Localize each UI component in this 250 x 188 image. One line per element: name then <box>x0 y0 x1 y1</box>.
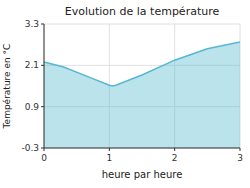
grid-line-x <box>44 24 45 148</box>
y-axis-line <box>44 24 45 148</box>
plot-area <box>44 42 240 148</box>
grid-line-y <box>44 148 240 149</box>
y-tick <box>41 106 44 107</box>
y-tick <box>41 65 44 66</box>
y-tick-label: -0.3 <box>21 143 39 153</box>
y-tick-label: 0.9 <box>25 102 40 112</box>
y-axis-label: Température en °C <box>2 44 12 130</box>
x-axis-label: heure par heure <box>102 169 183 180</box>
x-tick <box>174 148 175 151</box>
axes: 0 1 2 3 -0.3 0.9 2.1 3.3 <box>21 19 242 163</box>
grid <box>44 24 240 148</box>
x-tick-label: 3 <box>237 153 243 163</box>
grid-line-y <box>44 24 240 25</box>
y-tick-label: 2.1 <box>25 60 39 70</box>
x-tick <box>240 148 241 151</box>
x-axis-line <box>44 148 240 149</box>
chart: 0 1 2 3 -0.3 0.9 2.1 3.3 Evolution de la tempéra… <box>0 0 250 188</box>
title: Evolution de la température <box>65 5 220 18</box>
x-tick-label: 2 <box>172 153 178 163</box>
y-tick-label: 3.3 <box>25 19 39 29</box>
x-tick <box>109 148 110 151</box>
x-tick-label: 0 <box>41 153 47 163</box>
y-tick <box>41 148 44 149</box>
x-tick-label: 1 <box>106 153 112 163</box>
line <box>44 42 240 86</box>
area <box>44 42 240 148</box>
y-tick <box>41 24 44 25</box>
